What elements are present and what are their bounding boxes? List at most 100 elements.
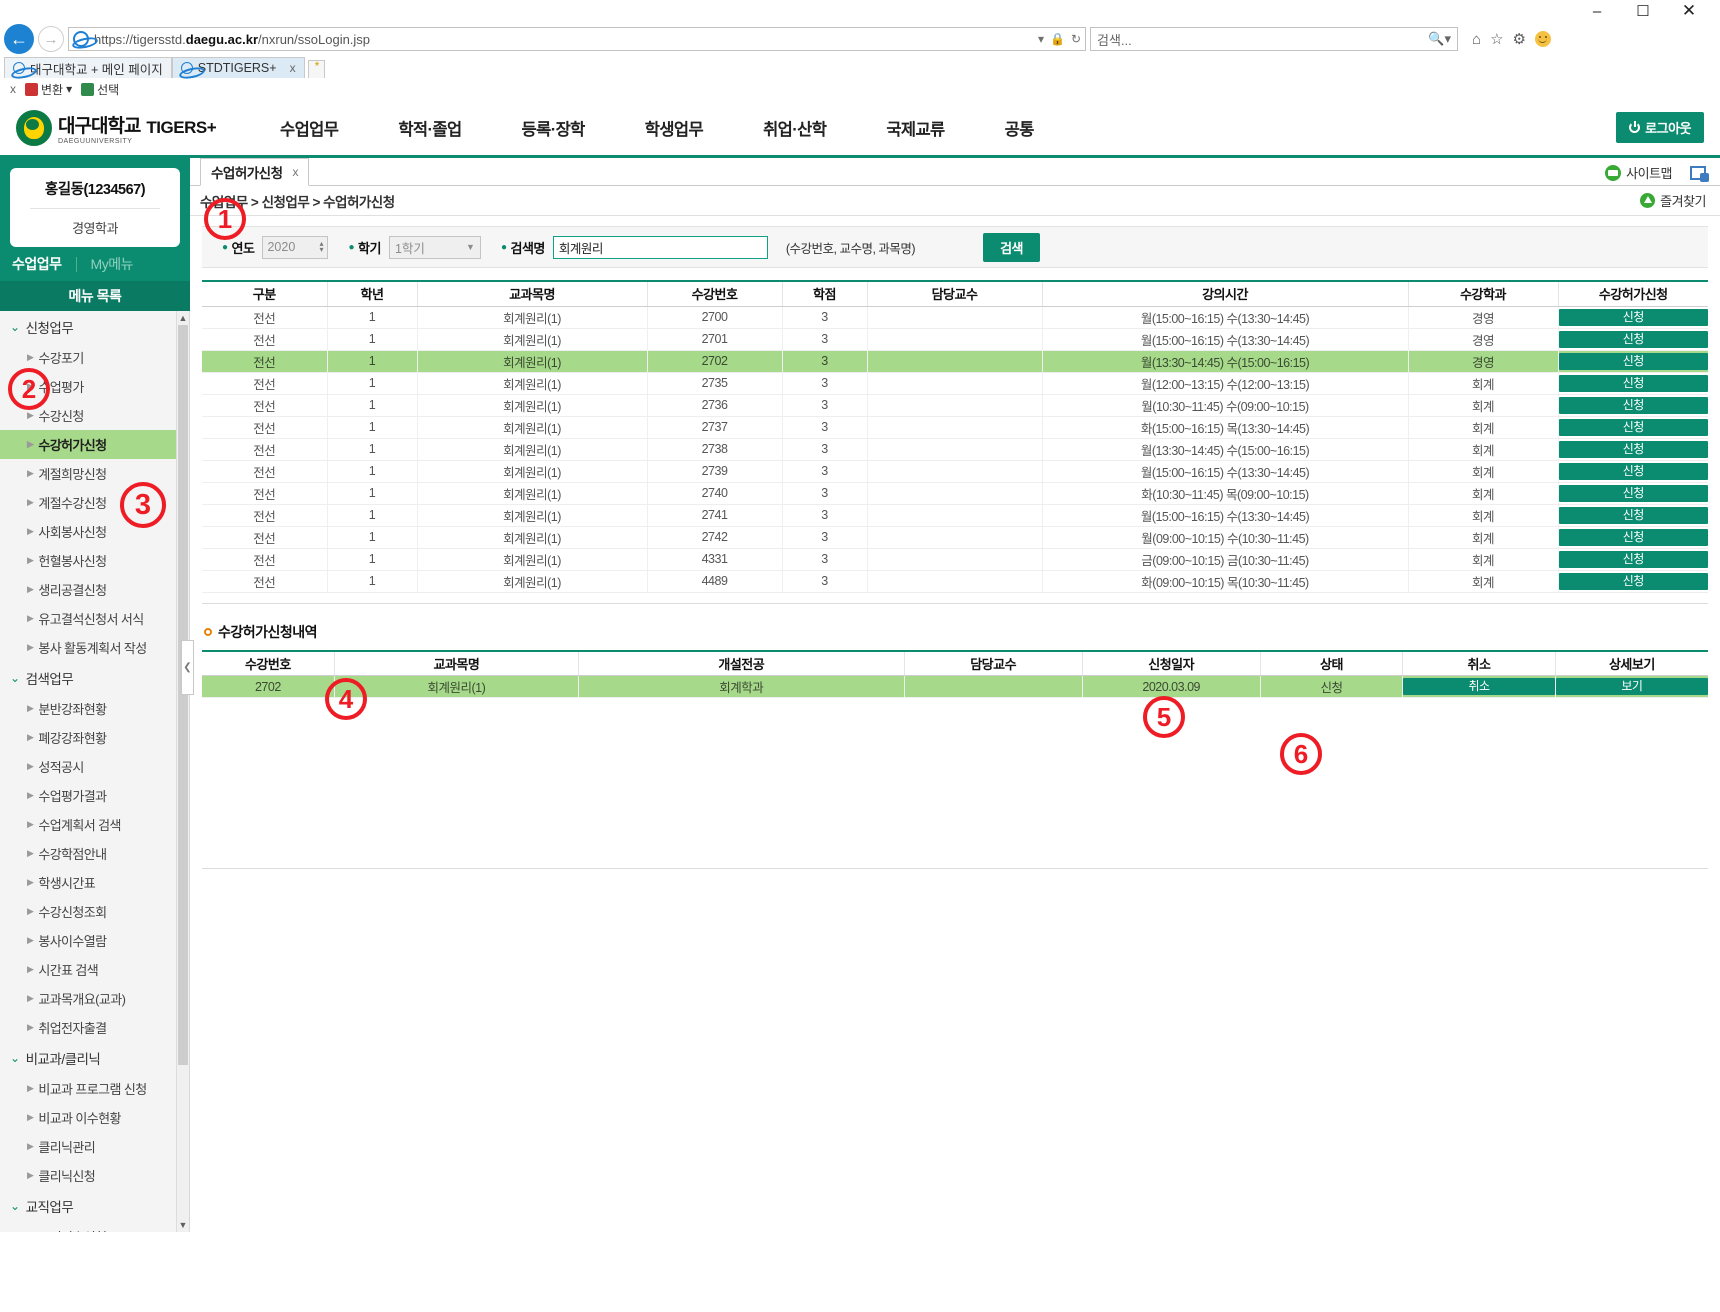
year-stepper[interactable]: 2020 ▴ ▾ [262, 235, 329, 259]
table-row[interactable]: 2702 회계원리(1) 회계학과 2020.03.09 신청 취소 보기 [202, 675, 1708, 698]
sidebar-item-폐강강좌현황[interactable]: ▶ 폐강강좌현황 [0, 723, 189, 752]
table-row[interactable]: 전선 1 회계원리(1) 2741 3 월(15:00~16:15) 수(13:30~14… [202, 504, 1708, 527]
apply-button[interactable]: 신청 [1558, 550, 1708, 568]
pdf-convert-button[interactable]: 변환 ▾ [25, 81, 72, 98]
content-tab-close-icon[interactable]: x [292, 165, 299, 179]
sidebar-item-분반강좌현황[interactable]: ▶ 분반강좌현황 [0, 694, 189, 723]
table-row[interactable]: 전선 1 회계원리(1) 2737 3 화(15:00~16:15) 목(13:30~14… [202, 416, 1708, 439]
apply-button[interactable]: 신청 [1558, 352, 1708, 370]
dropdown-caret-icon[interactable]: ▾ [1037, 32, 1044, 46]
apply-button[interactable]: 신청 [1558, 484, 1708, 502]
window-close-button[interactable]: ✕ [1681, 1, 1697, 20]
sidebar-item-계절수강신청[interactable]: ▶ 계절수강신청 [0, 488, 189, 517]
toolbar-close-icon[interactable]: x [10, 82, 16, 96]
sitemap-link[interactable]: 사이트맵 [1605, 163, 1672, 182]
sidebar-item-학생시간표[interactable]: ▶ 학생시간표 [0, 868, 189, 897]
nav-item-등록장학[interactable]: 등록·장학 [521, 120, 586, 139]
nav-item-국제교류[interactable]: 국제교류 [886, 120, 945, 139]
address-bar[interactable]: https://tigersstd.daegu.ac.kr/nxrun/ssoL… [68, 27, 1086, 51]
browser-tab-stdtigers[interactable]: STDTIGERS+ x [171, 57, 305, 78]
nav-item-학생업무[interactable]: 학생업무 [644, 120, 704, 139]
sidebar-item-취업전자출결[interactable]: ▶ 취업전자출결 [0, 1013, 189, 1042]
apply-button[interactable]: 신청 [1558, 396, 1708, 414]
chevron-down-icon[interactable]: ▾ [66, 82, 73, 96]
sidebar-item-생리공결신청[interactable]: ▶ 생리공결신청 [0, 575, 189, 604]
sidebar-group-3[interactable]: ⌄ 교직업무 [0, 1190, 189, 1222]
chevron-down-icon[interactable]: ▼ [466, 242, 475, 252]
apply-button[interactable]: 신청 [1558, 572, 1708, 590]
table-row[interactable]: 전선 1 회계원리(1) 4489 3 화(09:00~10:15) 목(10:30~11… [202, 570, 1708, 593]
favorites-star-icon[interactable]: ☆ [1490, 31, 1504, 48]
close-window-icon[interactable] [1690, 165, 1709, 182]
sidebar-item-봉사이수열람[interactable]: ▶ 봉사이수열람 [0, 926, 189, 955]
sidebar-item-수업계획서 검색[interactable]: ▶ 수업계획서 검색 [0, 810, 189, 839]
sidebar-item-수강허가신청[interactable]: ▶ 수강허가신청 [0, 430, 189, 459]
browser-search-box[interactable]: 검색... 🔍▾ [1090, 27, 1458, 51]
sidebar-item-수강학점안내[interactable]: ▶ 수강학점안내 [0, 839, 189, 868]
sidebar-scrollbar[interactable]: ▲ ▼ [176, 311, 189, 1232]
sidebar-item-수강신청조회[interactable]: ▶ 수강신청조회 [0, 897, 189, 926]
sidebar-group-2[interactable]: ⌄ 비교과/클리닉 [0, 1042, 189, 1074]
settings-gear-icon[interactable]: ⚙ [1512, 31, 1526, 48]
window-maximize-button[interactable]: ☐ [1636, 3, 1650, 20]
search-icon[interactable]: 🔍▾ [1428, 31, 1451, 46]
apply-button[interactable]: 신청 [1558, 528, 1708, 546]
table-row[interactable]: 전선 1 회계원리(1) 2702 3 월(13:30~14:45) 수(15:00~16… [202, 350, 1708, 373]
nav-item-학적졸업[interactable]: 학적·졸업 [398, 120, 462, 139]
nav-item-취업산학[interactable]: 취업·산학 [763, 120, 827, 139]
sidebar-tab-mymenu[interactable]: My메뉴 [90, 256, 134, 272]
table-row[interactable]: 전선 1 회계원리(1) 2738 3 월(13:30~14:45) 수(15:00~16… [202, 438, 1708, 461]
view-detail-button[interactable]: 보기 [1555, 678, 1708, 695]
sidebar-collapse-button[interactable]: ❮ [181, 640, 194, 695]
sidebar-item-사회봉사신청[interactable]: ▶ 사회봉사신청 [0, 517, 189, 546]
browser-tab-main[interactable]: 대구대학교 + 메인 페이지 [4, 57, 172, 78]
apply-button[interactable]: 신청 [1558, 462, 1708, 480]
sidebar-item-교직이수신청[interactable]: ▶ 교직이수신청 [0, 1222, 189, 1232]
sidebar-item-계절희망신청[interactable]: ▶ 계절희망신청 [0, 459, 189, 488]
sidebar-item-성적공시[interactable]: ▶ 성적공시 [0, 752, 189, 781]
table-row[interactable]: 전선 1 회계원리(1) 2739 3 월(15:00~16:15) 수(13:30~14… [202, 460, 1708, 483]
back-arrow-icon[interactable]: ← [4, 24, 34, 54]
apply-button[interactable]: 신청 [1558, 418, 1708, 436]
pdf-select-button[interactable]: 선택 [81, 81, 119, 98]
term-select[interactable]: 1학기 ▼ [388, 235, 481, 259]
scroll-down-icon[interactable]: ▼ [178, 1220, 188, 1230]
home-icon[interactable]: ⌂ [1472, 30, 1482, 48]
university-logo[interactable]: 대구대학교 DAEGUUNIVERSITY TIGERS+ [16, 109, 234, 146]
sidebar-item-수강신청[interactable]: ▶ 수강신청 [0, 401, 189, 430]
new-tab-button[interactable] [307, 59, 325, 78]
sidebar-item-헌혈봉사신청[interactable]: ▶ 헌혈봉사신청 [0, 546, 189, 575]
table-row[interactable]: 전선 1 회계원리(1) 2701 3 월(15:00~16:15) 수(13:30~14… [202, 328, 1708, 351]
sidebar-item-비교과 프로그램 신청[interactable]: ▶ 비교과 프로그램 신청 [0, 1074, 189, 1103]
table-row[interactable]: 전선 1 회계원리(1) 2740 3 화(10:30~11:45) 목(09:00~10… [202, 482, 1708, 505]
favorite-button[interactable]: 즐겨찾기 [1640, 191, 1706, 210]
apply-button[interactable]: 신청 [1558, 506, 1708, 524]
forward-arrow-icon[interactable]: → [38, 26, 64, 52]
sidebar-group-0[interactable]: ⌄ 신청업무 [0, 311, 189, 343]
sidebar-item-유고결석신청서 서식[interactable]: ▶ 유고결석신청서 서식 [0, 604, 189, 633]
apply-button[interactable]: 신청 [1558, 374, 1708, 392]
nav-item-수업업무[interactable]: 수업업무 [280, 120, 339, 139]
sidebar-item-클리닉신청[interactable]: ▶ 클리닉신청 [0, 1161, 189, 1190]
apply-button[interactable]: 신청 [1558, 308, 1708, 326]
cancel-button[interactable]: 취소 [1403, 678, 1555, 695]
table-row[interactable]: 전선 1 회계원리(1) 4331 3 금(09:00~10:15) 금(10:30~11… [202, 548, 1708, 571]
apply-button[interactable]: 신청 [1558, 440, 1708, 458]
scroll-up-icon[interactable]: ▲ [178, 313, 188, 323]
search-name-input[interactable]: 회계원리 [552, 235, 768, 259]
sidebar-item-수업평가결과[interactable]: ▶ 수업평가결과 [0, 781, 189, 810]
scrollbar-thumb[interactable] [178, 325, 188, 1065]
logout-button[interactable]: 로그아웃 [1616, 112, 1704, 143]
apply-button[interactable]: 신청 [1558, 330, 1708, 348]
tab-close-icon[interactable]: x [289, 61, 296, 75]
sidebar-item-봉사 활동계획서 작성[interactable]: ▶ 봉사 활동계획서 작성 [0, 633, 189, 662]
search-button[interactable]: 검색 [983, 232, 1041, 262]
sidebar-tab-수업업무[interactable]: 수업업무 [12, 256, 62, 272]
sidebar-item-수강포기[interactable]: ▶ 수강포기 [0, 343, 189, 372]
sidebar-group-1[interactable]: ⌄ 검색업무 [0, 662, 189, 694]
sidebar-item-클리닉관리[interactable]: ▶ 클리닉관리 [0, 1132, 189, 1161]
content-tab-수업허가신청[interactable]: 수업허가신청 x [200, 158, 310, 186]
sidebar-item-교과목개요(교과)[interactable]: ▶ 교과목개요(교과) [0, 984, 189, 1013]
feedback-smiley-icon[interactable] [1534, 31, 1551, 47]
table-row[interactable]: 전선 1 회계원리(1) 2700 3 월(15:00~16:15) 수(13:30~14… [202, 306, 1708, 329]
